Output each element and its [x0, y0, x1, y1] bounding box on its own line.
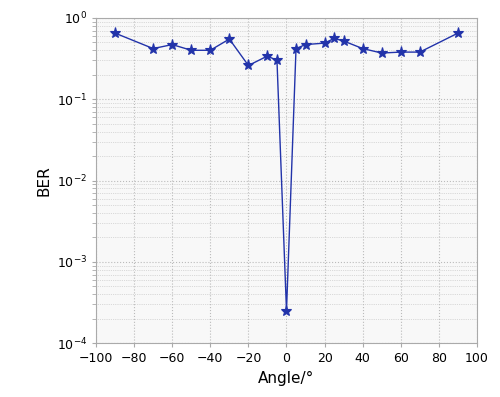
X-axis label: Angle/°: Angle/°	[258, 371, 314, 386]
Y-axis label: BER: BER	[36, 165, 51, 196]
